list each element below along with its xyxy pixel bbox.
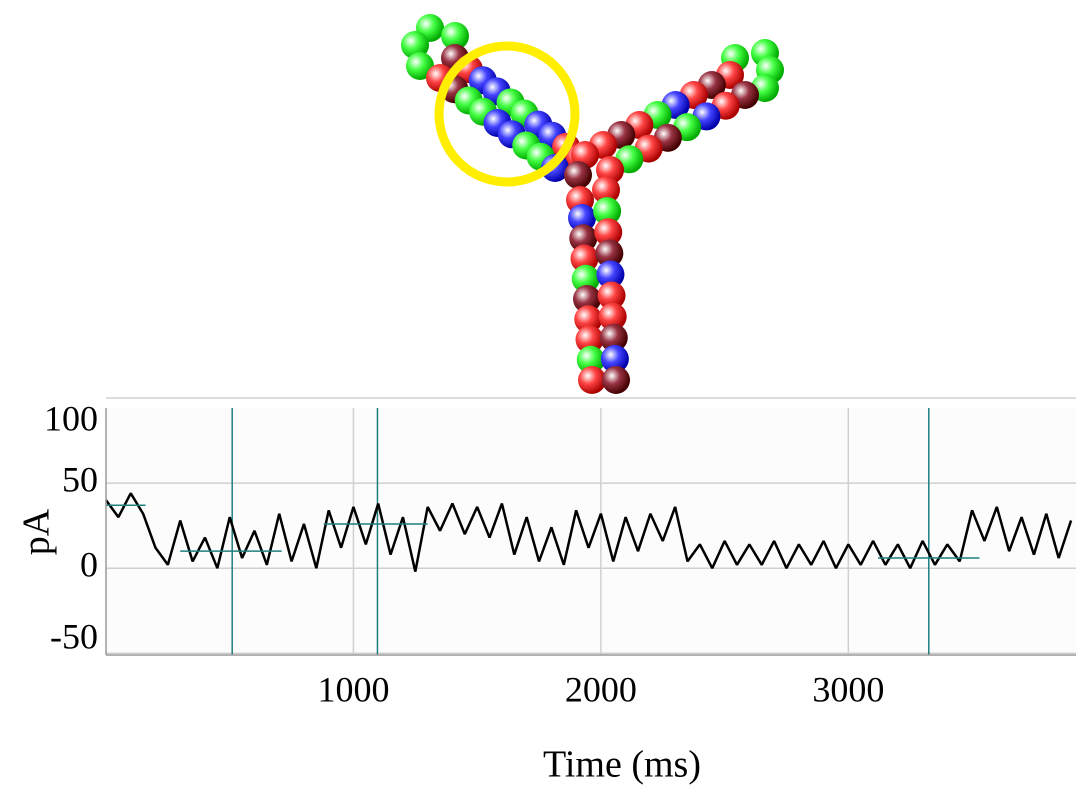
chart: 1000 2000 3000 100 50 0 -50: [44, 397, 1076, 709]
bead: [573, 285, 601, 313]
x-tick-label: 2000: [565, 669, 637, 709]
bead: [594, 218, 623, 247]
y-axis-label: pA: [16, 508, 58, 555]
bead: [578, 366, 606, 394]
y-tick-label: 50: [62, 459, 98, 499]
y-tick-label: 100: [44, 398, 98, 438]
bead: [571, 264, 600, 293]
molecule-diagram: [401, 14, 784, 394]
x-axis-label: Time (ms): [543, 744, 701, 786]
bead: [598, 302, 627, 331]
plot-area: [106, 408, 1076, 655]
bead: [593, 197, 622, 226]
bead: [576, 345, 605, 374]
bead: [569, 224, 598, 253]
bead: [596, 260, 625, 289]
y-tick-label: 0: [80, 544, 98, 584]
bead: [574, 305, 603, 334]
bead: [570, 244, 599, 273]
bead: [599, 323, 628, 352]
bead: [597, 281, 626, 310]
highlight-ring: [434, 41, 580, 187]
y-tick-label: -50: [50, 616, 98, 656]
bead: [602, 366, 630, 394]
bead: [568, 204, 596, 232]
bead: [600, 344, 629, 373]
bead: [441, 22, 469, 50]
bead: [592, 176, 620, 204]
bead: [564, 161, 592, 189]
bead: [575, 325, 604, 354]
bead: [401, 31, 429, 59]
x-tick-label: 1000: [317, 669, 389, 709]
bead: [595, 239, 624, 268]
trace: [104, 492, 1073, 572]
x-tick-label: 3000: [812, 669, 884, 709]
